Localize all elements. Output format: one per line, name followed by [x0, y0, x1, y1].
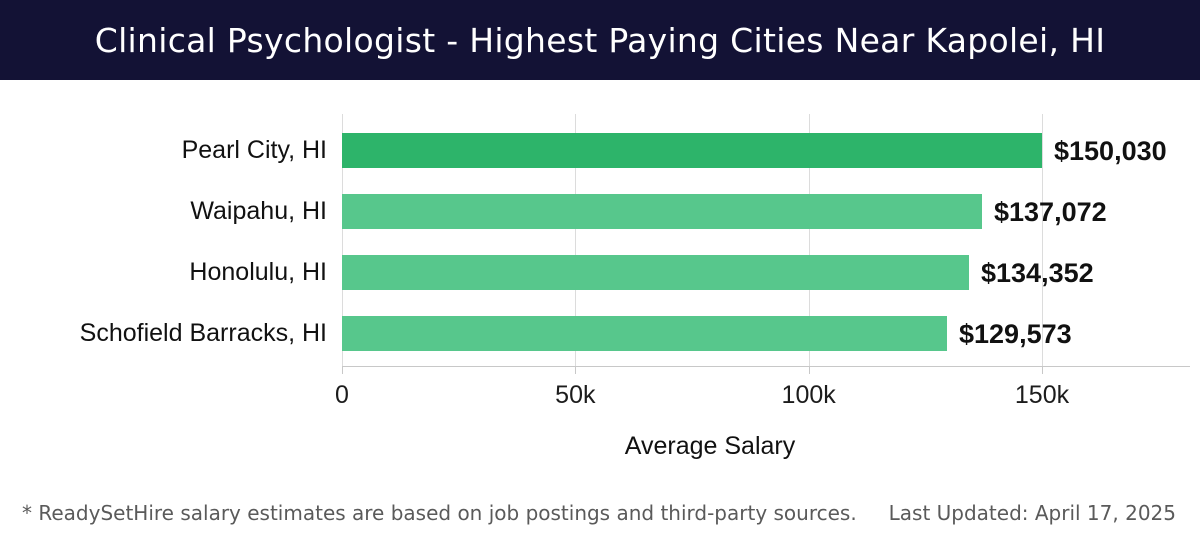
bar-4 — [342, 316, 947, 351]
value-label: $129,573 — [959, 319, 1072, 349]
x-tick-label: 100k — [781, 381, 836, 409]
category-label: Pearl City, HI — [181, 136, 327, 164]
category-label: Honolulu, HI — [189, 258, 327, 286]
bar-2 — [342, 194, 982, 229]
bar-3 — [342, 255, 969, 290]
x-tick-label: 0 — [335, 381, 349, 409]
x-tick-label: 150k — [1014, 381, 1070, 409]
last-updated-note: Last Updated: April 17, 2025 — [888, 501, 1176, 525]
tick-mark-0 — [342, 366, 343, 374]
gridline-100k — [808, 114, 810, 366]
value-label: $150,030 — [1054, 136, 1167, 166]
header-bar: Clinical Psychologist - Highest Paying C… — [0, 0, 1200, 80]
category-label: Schofield Barracks, HI — [79, 319, 327, 347]
value-label: $137,072 — [994, 197, 1107, 227]
x-axis-line — [342, 366, 1190, 367]
page-title: Clinical Psychologist - Highest Paying C… — [94, 20, 1106, 60]
category-label: Waipahu, HI — [190, 197, 327, 225]
gridline-0 — [342, 114, 343, 366]
tick-mark-50k — [575, 366, 577, 374]
gridline-50k — [575, 114, 577, 366]
source-footnote: * ReadySetHire salary estimates are base… — [22, 501, 857, 525]
x-axis-title: Average Salary — [624, 432, 796, 460]
tick-mark-100k — [808, 366, 810, 374]
x-tick-label: 50k — [555, 381, 596, 409]
bar-1 — [342, 133, 1042, 168]
value-label: $134,352 — [981, 258, 1094, 288]
tick-mark-150k — [1042, 366, 1043, 374]
gridline-150k — [1042, 114, 1043, 366]
